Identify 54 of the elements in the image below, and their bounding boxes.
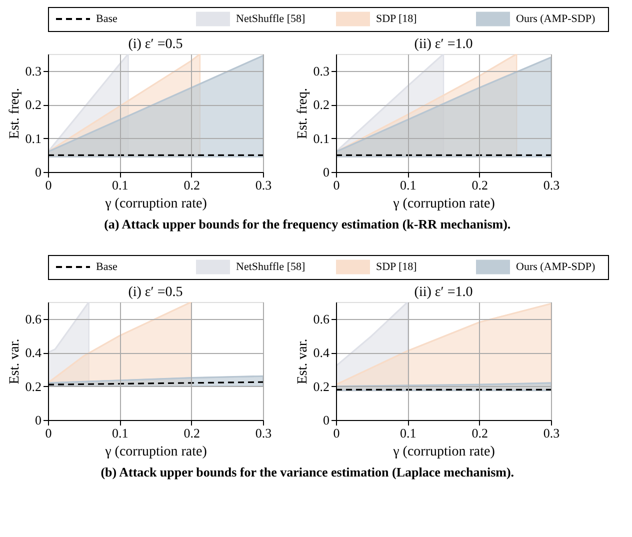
x-tick-label: 0.1 (400, 178, 416, 192)
y-tick-label: 0.2 (25, 378, 42, 394)
legend-label: Base (96, 13, 118, 25)
x-tick-label: 0 (333, 178, 340, 192)
legend-label: Ours (AMP-SDP) (516, 261, 596, 273)
y-axis-title: Est. var. (7, 338, 22, 384)
x-axis-title: γ (corruption rate) (392, 196, 496, 212)
y-tick-label: 0.6 (313, 311, 330, 326)
legend-label: SDP [18] (376, 13, 417, 25)
x-tick-label: 0.1 (112, 178, 128, 192)
x-tick-label: 0 (45, 426, 52, 440)
legend-label: SDP [18] (376, 261, 417, 273)
text: (a) Attack upper bounds for the frequency estimation (k-RR mechanism). (104, 216, 511, 232)
legend-label: NetShuffle [58] (236, 261, 306, 273)
x-tick-label: 0.2 (472, 178, 488, 192)
x-tick-label: 0.2 (472, 426, 488, 440)
y-tick-label: 0 (35, 412, 42, 428)
x-tick-label: 0.1 (112, 426, 128, 440)
text: (b) Attack upper bounds for the variance estimation (Laplace mechanism). (100, 464, 514, 480)
x-tick-label: 0.3 (543, 426, 560, 440)
y-tick-label: 0.6 (25, 311, 42, 326)
x-tick-label: 0.1 (400, 426, 416, 440)
x-tick-label: 0.2 (184, 178, 200, 192)
x-axis-title: γ (corruption rate) (104, 196, 208, 212)
chart-title: (i) ε′ =0.5 (128, 37, 183, 52)
chart-title: (ii) ε′ =1.0 (414, 285, 473, 300)
x-tick-label: 0 (45, 178, 52, 192)
y-axis-title: Est. freq. (295, 88, 310, 139)
x-tick-label: 0.2 (184, 426, 200, 440)
x-tick-label: 0.3 (543, 178, 560, 192)
legend-label: Base (96, 261, 118, 273)
x-tick-label: 0.3 (255, 426, 272, 440)
legend-label: Ours (AMP-SDP) (516, 13, 596, 25)
legend-label: NetShuffle [58] (236, 13, 306, 25)
x-axis-title: γ (corruption rate) (392, 444, 496, 460)
chart-title: (ii) ε′ =1.0 (414, 37, 473, 52)
y-tick-label: 0.1 (313, 130, 330, 146)
y-tick-label: 0.2 (25, 97, 42, 112)
x-tick-label: 0.3 (255, 178, 272, 192)
y-tick-label: 0 (323, 412, 330, 428)
y-tick-label: 0.4 (25, 345, 42, 360)
x-tick-label: 0 (333, 426, 340, 440)
y-tick-label: 0.3 (25, 63, 42, 78)
y-tick-label: 0 (323, 164, 330, 180)
y-tick-label: 0.4 (313, 345, 330, 360)
y-tick-label: 0.2 (313, 378, 330, 394)
chart-title: (i) ε′ =0.5 (128, 285, 183, 300)
y-tick-label: 0.3 (313, 63, 330, 78)
y-axis-title: Est. var. (295, 338, 310, 384)
y-tick-label: 0.1 (25, 130, 42, 146)
y-tick-label: 0.2 (313, 97, 330, 112)
y-tick-label: 0 (35, 164, 42, 180)
x-axis-title: γ (corruption rate) (104, 444, 208, 460)
y-axis-title: Est. freq. (7, 88, 22, 139)
